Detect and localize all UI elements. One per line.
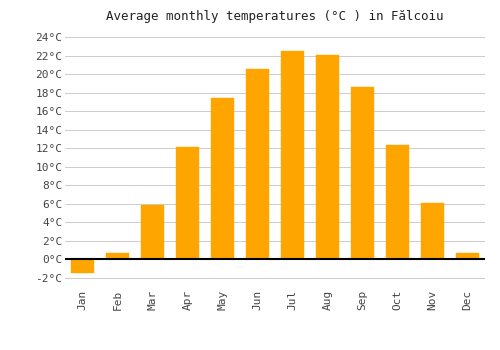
Bar [211,98,234,259]
Bar [316,55,339,259]
Bar [281,51,304,259]
Bar [176,147,199,259]
Bar [421,203,444,259]
Bar [246,69,269,259]
Bar [386,146,409,259]
Bar [456,253,479,259]
Title: Average monthly temperatures (°C ) in Fălcoiu: Average monthly temperatures (°C ) in Fă… [106,10,444,23]
Bar [141,205,164,259]
Bar [71,259,94,273]
Bar [351,87,374,259]
Bar [106,253,129,259]
